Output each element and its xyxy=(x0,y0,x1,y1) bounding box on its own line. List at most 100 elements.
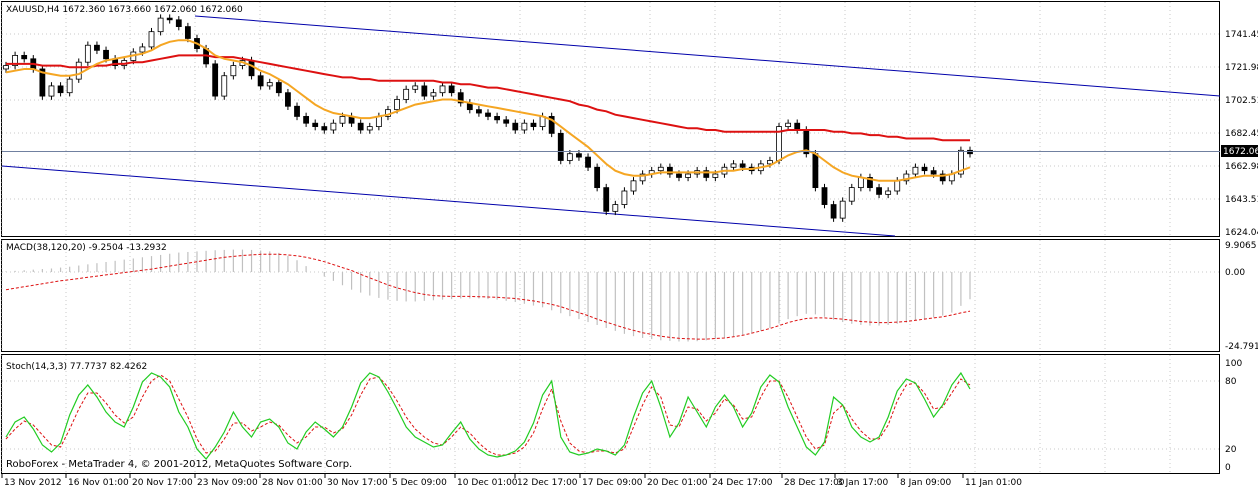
price-axis[interactable]: 1741.45 1721.98 1702.51 1682.45 1662.98 … xyxy=(1225,30,1258,238)
candle-body xyxy=(248,60,255,77)
candle-body xyxy=(439,85,446,94)
candle-body xyxy=(357,122,364,131)
candle-body xyxy=(184,26,191,39)
stoch-main-line xyxy=(5,371,971,460)
candle-body xyxy=(94,44,100,51)
candle-body xyxy=(39,68,46,97)
candle-body xyxy=(566,153,573,161)
platform-watermark: RoboForex - MetaTrader 4, © 2001-2012, M… xyxy=(6,459,352,470)
channel-lower-line xyxy=(1,165,896,237)
stoch-tick: 80 xyxy=(1225,377,1237,387)
candle-body xyxy=(485,112,491,117)
candle-body xyxy=(630,180,637,192)
candle-body xyxy=(21,55,28,60)
candle-body xyxy=(3,65,9,70)
candle-body xyxy=(557,132,564,161)
candle-body xyxy=(394,99,400,111)
candle-body xyxy=(730,163,737,168)
candle-body xyxy=(257,75,264,87)
macd-panel-header: MACD(38,120,20) -9.2504 -13.2932 xyxy=(6,243,167,253)
candle-body xyxy=(339,116,346,124)
price-tick: 1643.51 xyxy=(1225,195,1258,205)
candle-body xyxy=(585,156,591,168)
candle-body xyxy=(530,122,537,127)
candle-body xyxy=(412,85,419,90)
candle-body xyxy=(503,119,510,124)
candle-body xyxy=(48,85,55,97)
time-label: 12 Dec 17:00 xyxy=(517,478,578,488)
time-label: 8 Jan 09:00 xyxy=(900,478,952,488)
time-label: 11 Jan 01:00 xyxy=(965,478,1022,488)
candle-body xyxy=(767,160,773,165)
time-label: 20 Dec 01:00 xyxy=(647,478,708,488)
candle-body xyxy=(521,122,528,131)
candle-body xyxy=(457,92,464,104)
time-label: 3 Jan 17:00 xyxy=(837,478,889,488)
macd-tick: 9.9065 xyxy=(1225,241,1257,251)
candle-body xyxy=(967,149,973,155)
candle-body xyxy=(603,187,610,212)
candle-body xyxy=(867,177,873,189)
candle-body xyxy=(294,105,300,117)
time-label: 5 Dec 09:00 xyxy=(392,478,447,488)
candle-body xyxy=(212,63,219,97)
macd-panel-frame xyxy=(1,239,1220,352)
time-label: 10 Dec 01:00 xyxy=(457,478,518,488)
macd-signal-line xyxy=(5,253,971,340)
candle-body xyxy=(839,200,846,219)
candle-body xyxy=(739,163,746,168)
time-label: 23 Nov 09:00 xyxy=(197,478,258,488)
candle-body xyxy=(230,65,237,77)
candle-body xyxy=(275,82,282,94)
candle-body xyxy=(794,122,801,131)
candle-body xyxy=(266,82,273,87)
candle-body xyxy=(303,116,310,124)
candle-body xyxy=(157,17,164,33)
main-panel-header: XAUUSD,H4 1672.360 1673.660 1672.060 167… xyxy=(6,5,243,15)
candle-body xyxy=(221,75,228,97)
time-label: 17 Dec 09:00 xyxy=(582,478,643,488)
candle-body xyxy=(448,85,455,94)
candle-body xyxy=(375,116,382,127)
candle-body xyxy=(12,55,18,66)
candle-body xyxy=(939,173,946,182)
time-label: 13 Nov 2012 xyxy=(4,478,62,488)
candle-body xyxy=(148,31,155,48)
candle-body xyxy=(166,17,173,21)
candle-body xyxy=(366,126,373,131)
macd-indicator xyxy=(5,249,971,342)
stoch-tick: 0 xyxy=(1225,463,1231,473)
ma-slow-line xyxy=(6,54,970,142)
candle-body xyxy=(84,44,91,63)
candle-body xyxy=(476,109,482,114)
price-tick: 1721.98 xyxy=(1225,63,1258,73)
price-tick: 1682.45 xyxy=(1225,129,1258,139)
candle-body xyxy=(885,190,892,195)
candle-body xyxy=(403,88,410,100)
time-label: 16 Nov 01:00 xyxy=(68,478,129,488)
candle-body xyxy=(703,170,710,178)
candle-body xyxy=(175,19,182,27)
candle-body xyxy=(330,122,337,131)
stochastic-indicator xyxy=(5,371,971,460)
stoch-tick: 20 xyxy=(1225,445,1237,455)
candle-body xyxy=(848,187,855,202)
candle-body xyxy=(285,92,291,107)
candle-body xyxy=(876,187,882,195)
candle-body xyxy=(75,61,82,80)
time-label: 24 Dec 17:00 xyxy=(712,478,773,488)
stoch-tick: 100 xyxy=(1225,359,1242,369)
candle-body xyxy=(494,116,500,121)
macd-tick: -24.7914 xyxy=(1225,342,1258,352)
time-axis[interactable]: 13 Nov 2012 16 Nov 01:00 20 Nov 17:00 23 No… xyxy=(1,474,1022,488)
candle-body xyxy=(712,173,719,178)
candle-body xyxy=(639,173,646,182)
candle-body xyxy=(685,173,691,178)
price-tick: 1702.51 xyxy=(1225,96,1258,106)
price-tick: 1741.45 xyxy=(1225,30,1258,40)
candle-body xyxy=(666,166,673,175)
candle-body xyxy=(321,126,328,131)
candle-body xyxy=(921,166,928,172)
